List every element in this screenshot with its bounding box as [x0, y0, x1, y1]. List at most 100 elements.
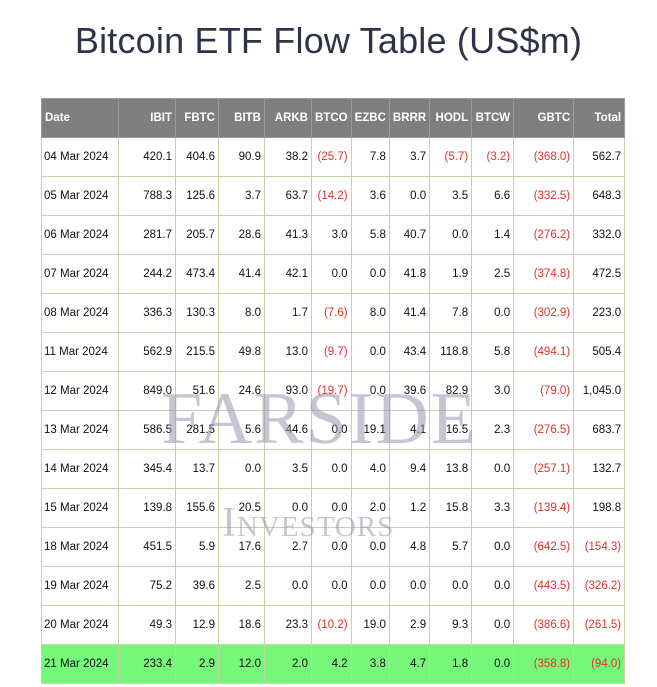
date-cell: 04 Mar 2024 [41, 137, 119, 177]
gbtc-cell: (642.5) [513, 527, 575, 567]
table-row: 08 Mar 2024 336.3 130.3 8.0 1.7 (7.6) 8.0 41.4 7… [41, 293, 626, 333]
btcw-cell: 0.0 [471, 566, 515, 606]
fbtc-cell: 125.6 [175, 176, 219, 216]
bitb-cell: 12.0 [218, 644, 265, 684]
table-row: 05 Mar 2024 788.3 125.6 3.7 63.7 (14.2) 3.6 0.0… [41, 176, 626, 216]
hodl-cell: 16.5 [429, 410, 473, 450]
ezbc-cell: 19.1 [350, 410, 390, 450]
gbtc-cell: (302.9) [513, 293, 575, 333]
btco-cell: 0.0 [311, 488, 352, 528]
date-cell: 05 Mar 2024 [41, 176, 119, 216]
column-header-ibit: IBIT [118, 98, 176, 138]
brrr-cell: 4.1 [388, 410, 431, 450]
ibit-cell: 849.0 [118, 371, 176, 411]
btcw-cell: 0.0 [471, 644, 515, 684]
total-cell: (326.2) [573, 566, 626, 606]
arkb-cell: 3.5 [264, 449, 312, 489]
btcw-cell: 3.3 [471, 488, 515, 528]
ezbc-cell: 8.0 [350, 293, 390, 333]
table-row: 04 Mar 2024 420.1 404.6 90.9 38.2 (25.7) 7.8 3.… [41, 137, 626, 177]
column-header-hodl: HODL [429, 98, 473, 138]
hodl-cell: 118.8 [429, 332, 473, 372]
table-row: 13 Mar 2024 586.5 281.5 5.6 44.6 0.0 19.1 4.1 16… [41, 410, 626, 450]
hodl-cell: 9.3 [429, 605, 473, 645]
hodl-cell: (5.7) [429, 137, 473, 177]
table-row: 19 Mar 2024 75.2 39.6 2.5 0.0 0.0 0.0 0.0 0.0 0.0… [41, 566, 626, 606]
btcw-cell: (3.2) [471, 137, 515, 177]
gbtc-cell: (494.1) [513, 332, 575, 372]
hodl-cell: 3.5 [429, 176, 473, 216]
ezbc-cell: 19.0 [350, 605, 390, 645]
ibit-cell: 451.5 [118, 527, 176, 567]
bitb-cell: 0.0 [218, 449, 265, 489]
arkb-cell: 1.7 [264, 293, 312, 333]
total-cell: 562.7 [573, 137, 626, 177]
fbtc-cell: 155.6 [175, 488, 219, 528]
btcw-cell: 0.0 [471, 527, 515, 567]
column-header-arkb: ARKB [264, 98, 312, 138]
gbtc-cell: (374.8) [513, 254, 575, 294]
ezbc-cell: 0.0 [350, 527, 390, 567]
btcw-cell: 2.3 [471, 410, 515, 450]
btco-cell: (7.6) [311, 293, 352, 333]
column-header-fbtc: FBTC [175, 98, 219, 138]
gbtc-cell: (139.4) [513, 488, 575, 528]
ibit-cell: 788.3 [118, 176, 176, 216]
date-cell: 11 Mar 2024 [41, 332, 119, 372]
btcw-cell: 0.0 [471, 293, 515, 333]
ibit-cell: 244.2 [118, 254, 176, 294]
table-row: 12 Mar 2024 849.0 51.6 24.6 93.0 (19.7) 0.0 39.… [41, 371, 626, 411]
brrr-cell: 41.4 [388, 293, 431, 333]
arkb-cell: 93.0 [264, 371, 312, 411]
table-row: 15 Mar 2024 139.8 155.6 20.5 0.0 0.0 2.0 1.2 15.… [41, 488, 626, 528]
arkb-cell: 13.0 [264, 332, 312, 372]
btco-cell: 0.0 [311, 566, 352, 606]
total-cell: 683.7 [573, 410, 626, 450]
table-row: 11 Mar 2024 562.9 215.5 49.8 13.0 (9.7) 0.0 43.… [41, 332, 626, 372]
brrr-cell: 43.4 [388, 332, 431, 372]
hodl-cell: 1.8 [429, 644, 473, 684]
date-cell: 15 Mar 2024 [41, 488, 119, 528]
fbtc-cell: 130.3 [175, 293, 219, 333]
table-row: 14 Mar 2024 345.4 13.7 0.0 3.5 0.0 4.0 9.4 13.8 0… [41, 449, 626, 489]
date-cell: 21 Mar 2024 [41, 644, 119, 684]
gbtc-cell: (358.8) [513, 644, 575, 684]
fbtc-cell: 51.6 [175, 371, 219, 411]
fbtc-cell: 205.7 [175, 215, 219, 255]
gbtc-cell: (276.2) [513, 215, 575, 255]
btco-cell: (25.7) [311, 137, 352, 177]
ibit-cell: 75.2 [118, 566, 176, 606]
bitb-cell: 20.5 [218, 488, 265, 528]
brrr-cell: 3.7 [388, 137, 431, 177]
column-header-gbtc: GBTC [513, 98, 575, 138]
btcw-cell: 2.5 [471, 254, 515, 294]
arkb-cell: 42.1 [264, 254, 312, 294]
bitb-cell: 2.5 [218, 566, 265, 606]
btco-cell: 0.0 [311, 527, 352, 567]
brrr-cell: 0.0 [388, 566, 431, 606]
fbtc-cell: 13.7 [175, 449, 219, 489]
ibit-cell: 562.9 [118, 332, 176, 372]
fbtc-cell: 12.9 [175, 605, 219, 645]
bitb-cell: 8.0 [218, 293, 265, 333]
brrr-cell: 39.6 [388, 371, 431, 411]
date-cell: 12 Mar 2024 [41, 371, 119, 411]
fbtc-cell: 215.5 [175, 332, 219, 372]
etf-flow-table: Date IBIT FBTC BITB ARKB BTCO EZBC BRRR HODL BTCW… [41, 98, 626, 684]
btcw-cell: 3.0 [471, 371, 515, 411]
ibit-cell: 345.4 [118, 449, 176, 489]
ibit-cell: 586.5 [118, 410, 176, 450]
date-cell: 20 Mar 2024 [41, 605, 119, 645]
arkb-cell: 38.2 [264, 137, 312, 177]
hodl-cell: 1.9 [429, 254, 473, 294]
total-cell: 505.4 [573, 332, 626, 372]
arkb-cell: 23.3 [264, 605, 312, 645]
table-row: 06 Mar 2024 281.7 205.7 28.6 41.3 3.0 5.8 40.7 0… [41, 215, 626, 255]
table-row: 21 Mar 2024 233.4 2.9 12.0 2.0 4.2 3.8 4.7 1.8 0.… [41, 644, 626, 684]
table-body: 04 Mar 2024 420.1 404.6 90.9 38.2 (25.7) 7.8 3.… [41, 137, 626, 684]
column-header-ezbc: EZBC [350, 98, 390, 138]
bitb-cell: 24.6 [218, 371, 265, 411]
ibit-cell: 233.4 [118, 644, 176, 684]
total-cell: 223.0 [573, 293, 626, 333]
